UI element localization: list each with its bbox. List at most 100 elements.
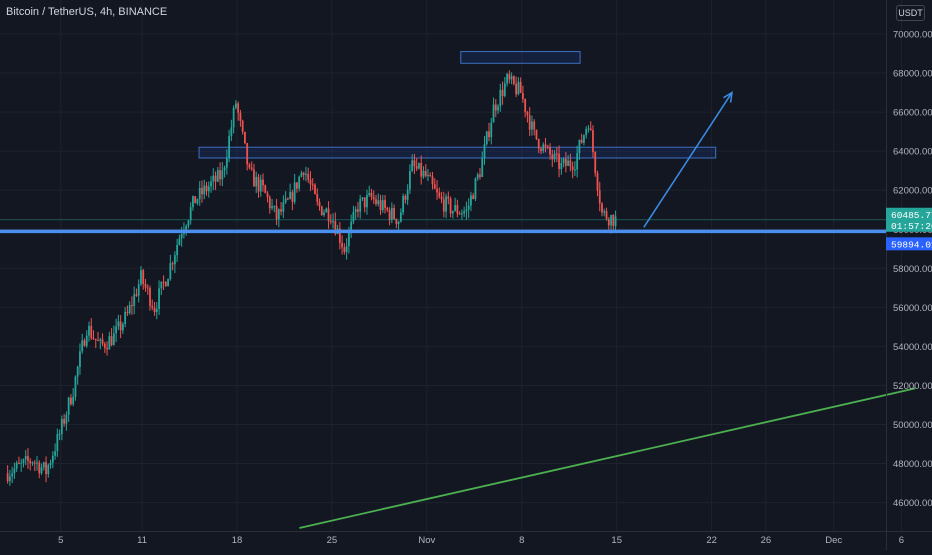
candle-body	[503, 83, 506, 97]
candle-body	[289, 192, 292, 200]
candle-body	[266, 193, 269, 198]
candle-body	[332, 221, 334, 223]
candle-body	[296, 182, 298, 189]
candle-body	[549, 146, 551, 155]
candle-body	[508, 74, 511, 80]
candle-body	[176, 244, 179, 256]
candle-body	[483, 144, 486, 159]
candle-body	[585, 129, 588, 136]
candle-body	[542, 144, 545, 152]
candle-body	[158, 288, 160, 309]
candle-body	[45, 462, 47, 475]
candle-body	[262, 179, 264, 186]
symbol-title: Bitcoin / TetherUS, 4h, BINANCE	[6, 6, 168, 18]
candle-body	[517, 81, 520, 95]
y-tick-label: 58000.00	[893, 264, 932, 275]
x-tick-label: 18	[232, 535, 243, 546]
candle-body	[499, 89, 502, 107]
candle-body	[347, 231, 350, 246]
y-tick-label: 46000.00	[893, 498, 932, 509]
candle-body	[119, 321, 122, 331]
candle-body	[85, 335, 88, 346]
candle-body	[144, 283, 147, 288]
resistance-zone	[198, 146, 717, 159]
candle-body	[173, 255, 176, 265]
candle-body	[357, 209, 359, 212]
candle-body	[569, 160, 572, 167]
candles-layer	[6, 70, 617, 486]
candle-body	[571, 166, 574, 171]
candle-body	[465, 209, 468, 212]
candle-body	[20, 462, 23, 464]
candle-body	[384, 200, 386, 208]
candle-body	[189, 207, 192, 221]
candle-body	[341, 242, 344, 248]
candle-body	[169, 263, 172, 280]
candle-body	[253, 169, 255, 187]
candle-body	[112, 333, 115, 346]
candle-body	[427, 174, 429, 176]
candle-body	[201, 187, 203, 195]
candle-body	[56, 434, 59, 452]
candle-body	[246, 143, 249, 165]
candle-body	[309, 179, 312, 185]
candle-body	[402, 195, 405, 213]
candle-body	[300, 172, 303, 177]
candle-body	[612, 214, 615, 227]
candle-body	[18, 462, 20, 464]
candle-body	[239, 112, 242, 121]
candle-body	[137, 284, 140, 296]
candle-body	[97, 340, 99, 342]
candle-body	[522, 92, 524, 99]
y-tick-label: 50000.00	[893, 420, 932, 431]
candle-body	[413, 160, 416, 167]
candle-body	[22, 459, 25, 463]
candle-body	[370, 192, 373, 197]
candle-body	[418, 162, 420, 169]
candle-body	[551, 154, 554, 160]
candle-body	[232, 107, 235, 128]
candle-body	[164, 282, 167, 287]
candle-body	[38, 462, 41, 474]
candle-body	[153, 307, 156, 312]
candle-body	[404, 195, 407, 200]
candle-body	[131, 305, 133, 307]
candle-body	[544, 144, 547, 147]
candle-body	[377, 200, 380, 204]
countdown-label: 01:57:26	[891, 221, 932, 232]
candle-body	[42, 462, 45, 468]
candle-body	[171, 263, 174, 265]
candle-body	[76, 366, 79, 377]
candle-body	[614, 216, 617, 227]
candle-body	[429, 174, 432, 177]
candle-body	[149, 288, 151, 306]
candle-body	[533, 121, 536, 130]
candle-body	[329, 221, 332, 223]
candle-body	[603, 211, 606, 213]
candle-body	[268, 197, 271, 209]
candle-body	[11, 473, 14, 477]
candle-body	[255, 176, 258, 187]
candle-body	[409, 171, 411, 190]
candle-body	[33, 462, 36, 464]
candle-body	[203, 185, 206, 195]
candle-body	[307, 173, 310, 180]
currency-unit-badge[interactable]: USDT	[896, 5, 925, 21]
projection-arrow-head	[723, 91, 733, 103]
candle-body	[24, 456, 27, 460]
candle-body	[311, 184, 314, 186]
candle-body	[228, 136, 231, 158]
candle-body	[420, 162, 423, 177]
candle-body	[230, 127, 233, 137]
candle-body	[564, 158, 567, 166]
candle-body	[212, 175, 215, 182]
candle-body	[519, 81, 522, 93]
candle-body	[460, 213, 463, 215]
candle-body	[259, 179, 262, 192]
y-tick-label: 48000.00	[893, 459, 932, 470]
candle-body	[327, 208, 330, 222]
candle-body	[363, 197, 366, 208]
candle-body	[225, 157, 228, 168]
